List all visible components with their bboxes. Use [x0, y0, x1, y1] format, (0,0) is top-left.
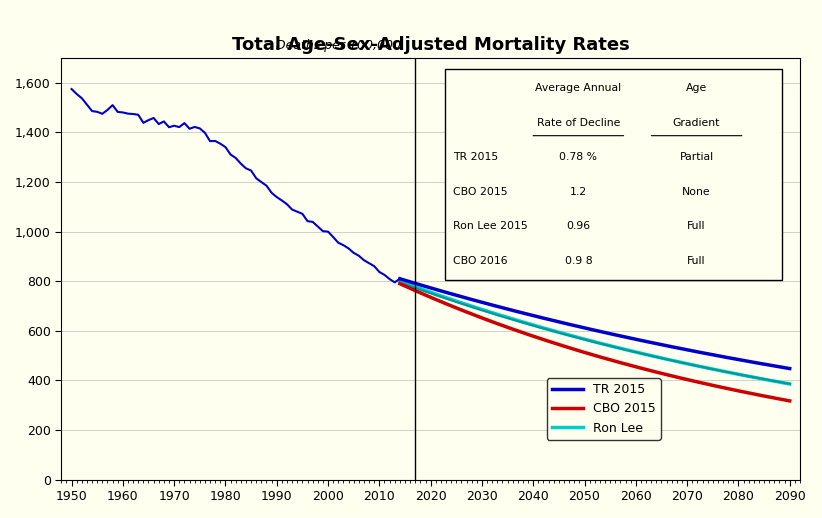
FancyBboxPatch shape — [446, 68, 782, 280]
Text: Average Annual: Average Annual — [535, 83, 621, 93]
Legend: TR 2015, CBO 2015, Ron Lee: TR 2015, CBO 2015, Ron Lee — [547, 378, 661, 440]
Text: None: None — [682, 186, 711, 197]
Text: 1.2: 1.2 — [570, 186, 587, 197]
Text: Ron Lee 2015: Ron Lee 2015 — [453, 221, 528, 231]
Text: Full: Full — [687, 256, 706, 266]
Text: 0.78 %: 0.78 % — [559, 152, 598, 162]
Text: Rate of Decline: Rate of Decline — [537, 118, 620, 127]
Text: CBO 2015: CBO 2015 — [453, 186, 507, 197]
Text: 0.9 8: 0.9 8 — [565, 256, 592, 266]
Text: 0.96: 0.96 — [566, 221, 590, 231]
Text: Age: Age — [686, 83, 707, 93]
Text: TR 2015: TR 2015 — [453, 152, 498, 162]
Title: Total Age-Sex-Adjusted Mortality Rates: Total Age-Sex-Adjusted Mortality Rates — [232, 36, 630, 54]
Text: Full: Full — [687, 221, 706, 231]
Text: Partial: Partial — [680, 152, 713, 162]
Text: Gradient: Gradient — [673, 118, 720, 127]
Text: CBO 2016: CBO 2016 — [453, 256, 507, 266]
Text: Deaths per 100,000: Deaths per 100,000 — [276, 39, 401, 52]
